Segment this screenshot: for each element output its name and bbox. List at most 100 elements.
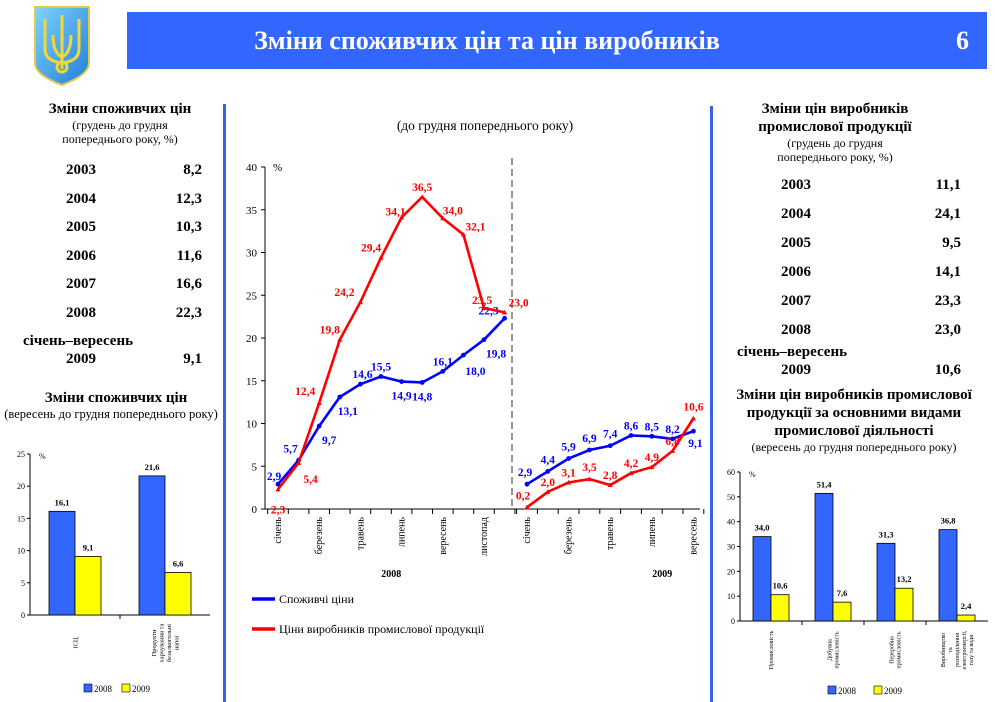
row-year: 2006: [781, 264, 811, 280]
row-value: 23,3: [934, 293, 961, 309]
y-tick-label: 5: [21, 579, 25, 588]
ppi-table-subtitle-2: попереднього року, %): [777, 150, 893, 164]
legend-2009-swatch: [873, 685, 883, 695]
ppi-data-point: [316, 400, 322, 405]
ppi-data-label: 5,4: [303, 474, 318, 486]
ppi-data-label: 12,4: [295, 386, 315, 398]
cpi-data-point: [440, 368, 446, 374]
y-tick-label: 35: [246, 205, 258, 217]
cpi-table: Зміни споживчих цін (грудень до грудня п…: [0, 100, 222, 146]
ppi-data-label: 10,6: [683, 401, 703, 413]
cpi-data-label: 13,1: [338, 406, 358, 418]
ppi-bar-title-3: промислової діяльності: [774, 423, 934, 439]
y-tick-label: 15: [17, 514, 25, 523]
bar-2008: [938, 529, 958, 622]
category-label: Переробна: [889, 636, 896, 664]
cpi-data-label: 14,9: [392, 391, 412, 403]
cpi-data-point: [358, 381, 363, 387]
cpi-data-label: 16,1: [433, 356, 453, 368]
bar-2008: [138, 475, 166, 616]
y-tick-label: 25: [246, 290, 258, 302]
cpi-data-point: [628, 433, 634, 438]
row-year: 2004: [66, 190, 96, 207]
ppi-data-label: 34,1: [386, 206, 406, 218]
ppi-data-label: 34,0: [443, 205, 463, 217]
ppi-data-point: [628, 470, 634, 476]
cpi-data-label: 9,7: [322, 435, 337, 447]
cpi-data-point: [316, 423, 322, 429]
bar-value-label: 2,4: [961, 601, 972, 611]
header-banner: Зміни споживчих цін та цін виробників 6: [127, 12, 987, 69]
cpi-data-label: 8,5: [645, 421, 660, 433]
legend-2008-swatch: [83, 683, 93, 693]
y-tick-label: 0: [252, 504, 258, 516]
ppi-data-point: [419, 194, 425, 199]
cpi-data-label: 8,2: [665, 424, 680, 436]
row-year: 2007: [66, 276, 96, 292]
ppi-bar-title-1: Зміни цін виробників промислової: [736, 387, 972, 403]
x-tick-label: березень: [564, 517, 575, 555]
category-label: та: [948, 647, 954, 653]
ppi-bar-subtitle: (вересень до грудня попереднього року): [751, 440, 957, 454]
page-number: 6: [956, 26, 969, 55]
row-year: 2004: [781, 206, 811, 222]
cpi-bar-chart: 0 5 10 15 20 25 % 16,1 9,1 ІСЦ 21,6 6,6 Продукти харч…: [17, 450, 210, 694]
cpi-data-label: 18,0: [465, 366, 485, 378]
cpi-bar-title: Зміни споживчих цін: [44, 390, 188, 406]
legend-2008-label: 2008: [838, 686, 857, 696]
ppi-table-subtitle-1: (грудень до грудня: [787, 136, 883, 150]
bar-2009: [770, 594, 790, 622]
cpi-table-row: 2004 12,3: [0, 191, 222, 211]
cpi-table-row: 2007 16,6: [0, 276, 222, 296]
row-value: 9,1: [183, 351, 202, 367]
ppi-data-label: 2,0: [541, 477, 556, 489]
cpi-data-label: 2,9: [267, 471, 282, 483]
ppi-data-point: [670, 448, 676, 453]
ppi-data-label: 6,8: [665, 436, 680, 448]
ppi-data-point: [607, 482, 613, 488]
row-year: 2009: [781, 362, 811, 378]
ppi-table: Зміни цін виробників промислової продукц…: [715, 100, 955, 164]
bar-value-label: 21,6: [145, 462, 160, 472]
legend-2009-label: 2009: [132, 684, 151, 694]
y-tick-label: 20: [246, 333, 258, 345]
y-tick-label: 0: [731, 617, 735, 626]
cpi-data-label: 5,9: [561, 442, 576, 454]
row-value: 8,2: [183, 162, 202, 178]
row-year: 2008: [781, 322, 811, 338]
legend-cpi-label: Споживчі ціни: [279, 592, 355, 606]
x-tick-label: травень: [605, 517, 616, 550]
y-axis-unit: %: [273, 162, 282, 174]
ppi-table-row: 2003 11,1: [0, 177, 995, 197]
ppi-data-point: [296, 460, 302, 465]
coat-of-arms-logo: [34, 6, 90, 87]
cpi-data-label: 8,6: [624, 420, 639, 432]
y-tick-label: 50: [727, 493, 735, 502]
y-tick-label: 20: [727, 567, 735, 576]
row-value: 12,3: [175, 190, 202, 207]
ppi-bar-header: Зміни цін виробників промислової продукц…: [713, 386, 995, 454]
ppi-data-label: 36,5: [412, 182, 432, 194]
ppi-data-label: 3,1: [561, 467, 576, 479]
separator-right: [710, 106, 713, 702]
bar-2008: [48, 510, 76, 616]
category-label: безалкогольні: [166, 624, 173, 662]
ppi-data-label: 2,8: [603, 470, 618, 482]
bar-value-label: 6,6: [173, 558, 184, 568]
category-label: Виробництво: [940, 633, 947, 667]
cpi-data-point: [607, 443, 613, 449]
y-tick-label: 60: [727, 468, 735, 477]
cpi-data-point: [524, 481, 530, 487]
bar-value-label: 31,3: [879, 529, 894, 539]
row-value: 23,0: [934, 322, 961, 338]
row-year: 2007: [781, 293, 811, 309]
row-year: 2003: [66, 162, 96, 178]
ppi-data-point: [460, 231, 466, 237]
row-year: 2003: [781, 177, 811, 193]
row-year: 2006: [66, 247, 96, 264]
y-tick-label: 25: [17, 450, 25, 459]
y-tick-label: 10: [17, 547, 25, 556]
ppi-data-point: [337, 337, 343, 342]
ppi-data-point: [566, 479, 572, 485]
line-chart: 0 5 10 15 20 25 30 35 40 % січень березень травень ли…: [246, 158, 705, 636]
